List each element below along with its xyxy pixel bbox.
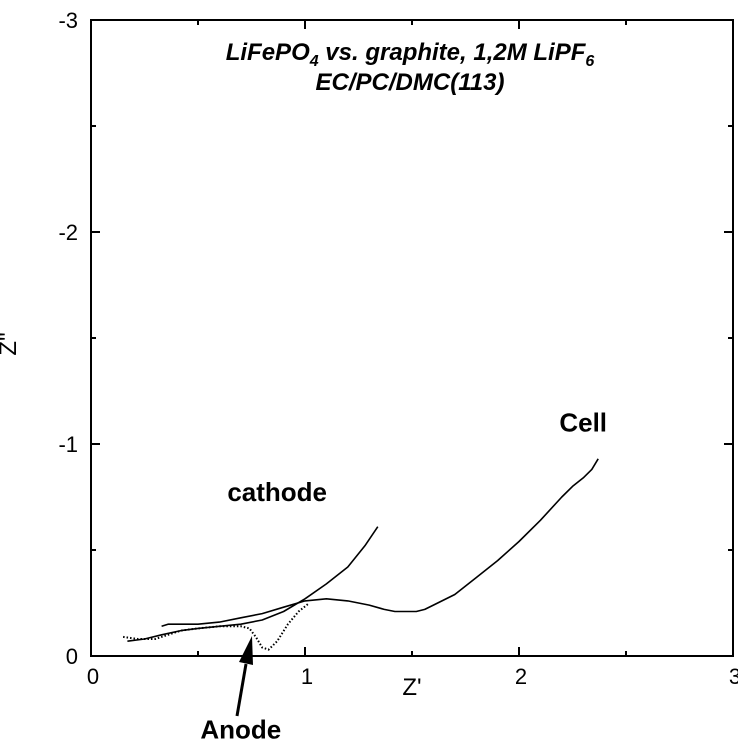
series-layer (122, 458, 599, 651)
y-tick-label: -2 (58, 220, 78, 245)
annotation-cathode: cathode (227, 477, 327, 507)
y-tick-label: 0 (66, 644, 78, 669)
title-part-2: vs. graphite, 1,2M LiPF (319, 39, 587, 66)
title-subscript-1: 4 (309, 53, 319, 70)
annotation-anode: Anode (200, 715, 281, 745)
annotation-layer: Cell cathode Anode (200, 407, 607, 744)
title-subscript-2: 6 (585, 53, 594, 70)
plot-frame (90, 19, 734, 657)
series-cell-line (161, 458, 599, 628)
chart-title: LiFePO4 vs. graphite, 1,2M LiPF6 EC/PC/D… (226, 39, 595, 96)
x-tick-label: 2 (515, 664, 527, 689)
y-axis-ticks: 0 -1 -2 -3 (58, 8, 733, 669)
y-tick-label: -3 (58, 8, 78, 33)
y-axis-label: Z" (0, 332, 22, 355)
svg-text:LiFePO4 vs. graphite, 1,2M LiP: LiFePO4 vs. graphite, 1,2M LiPF6 (226, 39, 595, 70)
x-axis-ticks: 0 1 2 3 (87, 20, 738, 689)
x-tick-label: 0 (87, 664, 99, 689)
anode-arrow-head (239, 636, 253, 665)
x-tick-label: 3 (729, 664, 738, 689)
y-tick-label: -1 (58, 432, 78, 457)
annotation-cell: Cell (559, 407, 607, 437)
title-line-2: EC/PC/DMC(113) (316, 69, 505, 96)
series-anode-line (122, 602, 310, 651)
x-axis-label: Z' (402, 674, 421, 701)
series-cathode-line (127, 526, 379, 642)
x-tick-label: 1 (301, 664, 313, 689)
title-part-1: LiFePO (226, 39, 310, 66)
anode-arrow-line (235, 663, 248, 717)
